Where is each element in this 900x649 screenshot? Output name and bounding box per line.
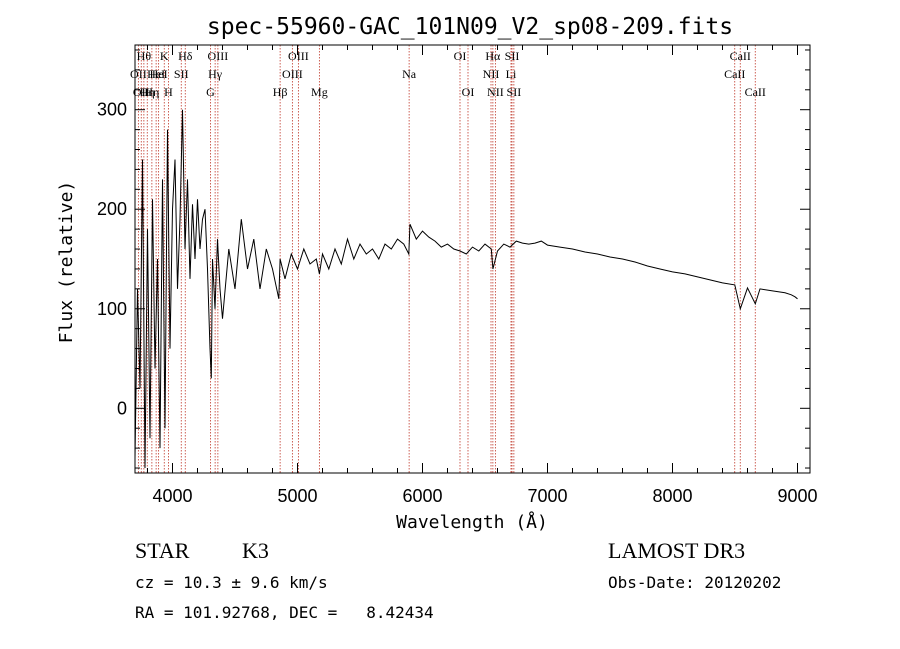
y-tick-label: 100 — [97, 299, 127, 319]
chart-title: spec-55960-GAC_101N09_V2_sp08-209.fits — [207, 14, 733, 40]
y-tick-label: 200 — [97, 199, 127, 219]
obs-date: Obs-Date: 20120202 — [608, 573, 782, 592]
marker-label: Li — [506, 67, 517, 81]
marker-label: Hβ — [273, 85, 288, 99]
marker-lines — [137, 45, 756, 473]
marker-label: HeI — [150, 67, 168, 81]
marker-label: Hα — [485, 49, 501, 63]
x-tick-label: 5000 — [277, 486, 317, 506]
marker-label: CaII — [730, 49, 751, 63]
x-tick-label: 8000 — [652, 486, 692, 506]
marker-labels: OIIOIIHθHηHηHeIHeIKHSIIHδGHγOIIIHβOIIIOI… — [130, 49, 766, 99]
spectrum-group — [134, 109, 798, 469]
y-tick-label: 0 — [117, 398, 127, 418]
marker-label: Hθ — [137, 49, 152, 63]
y-tick-label: 300 — [97, 100, 127, 120]
marker-label: NII — [487, 85, 504, 99]
marker-label: Na — [402, 67, 417, 81]
marker-label: OII — [133, 85, 150, 99]
marker-label: Hδ — [178, 49, 193, 63]
marker-label: OI — [454, 49, 467, 63]
marker-label: K — [160, 49, 169, 63]
spectrum-line — [134, 109, 798, 469]
plot-frame — [134, 44, 811, 474]
marker-label: OIII — [208, 49, 229, 63]
marker-label: CaII — [724, 67, 745, 81]
survey-label: LAMOST DR3 — [608, 538, 746, 563]
marker-label: OIII — [288, 49, 309, 63]
marker-label: SII — [507, 85, 522, 99]
redshift-value: cz = 10.3 ± 9.6 km/s — [135, 573, 328, 592]
x-tick-label: 9000 — [777, 486, 817, 506]
marker-label: G — [206, 85, 215, 99]
marker-label: SII — [505, 49, 520, 63]
y-ticks: 0 100 200 300 — [97, 49, 810, 469]
marker-label: Hγ — [208, 67, 223, 81]
marker-label: OI — [462, 85, 475, 99]
x-axis-label: Wavelength (Å) — [396, 511, 548, 533]
x-tick-label: 4000 — [152, 486, 192, 506]
coordinates: RA = 101.92768, DEC = 8.42434 — [135, 603, 434, 622]
marker-label: Mg — [311, 85, 328, 99]
object-class: STAR — [135, 538, 190, 563]
object-subclass: K3 — [242, 538, 269, 563]
marker-label: HeI — [147, 67, 165, 81]
marker-label: OII — [130, 67, 147, 81]
y-axis-label: Flux (relative) — [56, 181, 77, 344]
x-tick-label: 7000 — [527, 486, 567, 506]
marker-label: H — [164, 85, 173, 99]
marker-label: OIII — [282, 67, 303, 81]
marker-label: Hη — [140, 85, 155, 99]
marker-label: SII — [174, 67, 189, 81]
x-tick-label: 6000 — [402, 486, 442, 506]
marker-label: CaII — [745, 85, 766, 99]
marker-label: Hη — [144, 85, 159, 99]
marker-label: NII — [483, 67, 500, 81]
x-ticks: 4000 5000 6000 7000 8000 9000 — [147, 45, 818, 506]
